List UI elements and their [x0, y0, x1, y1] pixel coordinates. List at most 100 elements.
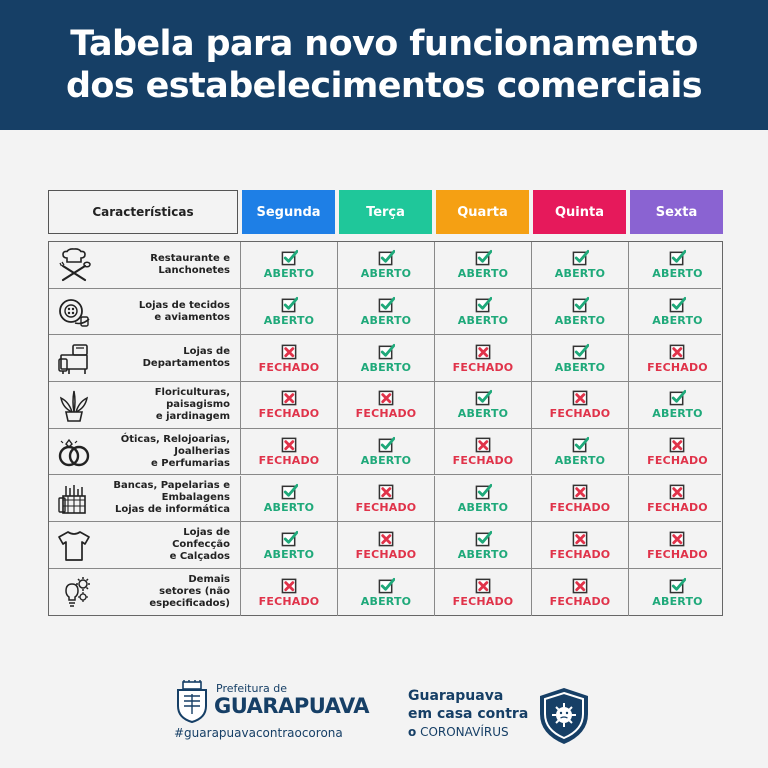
- status-cell: ABERTO: [338, 242, 435, 288]
- status-label: ABERTO: [554, 454, 606, 468]
- campaign-text-line-1: Guarapuava: [408, 688, 504, 704]
- characteristics-header: Características: [48, 190, 238, 234]
- status-cell: ABERTO: [241, 522, 338, 568]
- row-label: Bancas, Papelarias e Embalagens Lojas de…: [113, 480, 230, 516]
- status-label: FECHADO: [647, 500, 708, 514]
- status-cell: ABERTO: [338, 568, 435, 616]
- status-label: FECHADO: [258, 407, 320, 421]
- status-label: ABERTO: [554, 360, 606, 374]
- checkmark-icon: [475, 530, 492, 546]
- row-characteristic: Bancas, Papelarias e Embalagens Lojas de…: [49, 475, 241, 522]
- row-label: Lojas de Confecção e Calçados: [169, 527, 230, 563]
- status-cell: ABERTO: [241, 475, 338, 522]
- x-mark-icon: [572, 484, 587, 500]
- checkmark-icon: [378, 250, 395, 266]
- status-cell: FECHADO: [629, 522, 726, 568]
- status-cell: ABERTO: [241, 242, 338, 288]
- campaign-text-coronavirus: CORONAVÍRUS: [420, 725, 509, 739]
- status-cell: FECHADO: [532, 382, 629, 428]
- status-cell: ABERTO: [532, 242, 629, 288]
- checkmark-icon: [669, 390, 686, 406]
- status-cell: ABERTO: [532, 428, 629, 475]
- row-label: Restaurante e Lanchonetes: [150, 252, 230, 276]
- table-row: Demais setores (não especificados) FECHAD…: [49, 568, 721, 616]
- tshirt-icon: [58, 531, 90, 562]
- status-cell: FECHADO: [338, 382, 435, 428]
- status-label: ABERTO: [360, 267, 412, 281]
- x-mark-icon: [281, 578, 296, 594]
- checkmark-icon: [378, 343, 395, 360]
- checkmark-icon: [572, 250, 589, 266]
- status-cell: ABERTO: [532, 288, 629, 335]
- x-mark-icon: [281, 391, 296, 406]
- status-cell: FECHADO: [532, 522, 629, 568]
- status-label: ABERTO: [360, 594, 412, 608]
- status-label: FECHADO: [452, 360, 514, 374]
- row-characteristic: Lojas de Confecção e Calçados: [49, 522, 241, 568]
- status-cell: ABERTO: [435, 382, 532, 428]
- status-label: ABERTO: [263, 267, 315, 281]
- status-cell: ABERTO: [338, 428, 435, 475]
- status-cell: ABERTO: [338, 335, 435, 382]
- checkmark-icon: [475, 250, 492, 266]
- status-cell: FECHADO: [629, 335, 726, 381]
- table-row: Lojas de Departamentos FECHADO ABERTO FECHA…: [49, 335, 721, 383]
- checkmark-icon: [281, 483, 298, 500]
- status-label: ABERTO: [652, 594, 703, 608]
- status-label: ABERTO: [263, 500, 315, 514]
- status-label: ABERTO: [457, 500, 509, 514]
- status-cell: ABERTO: [241, 288, 338, 335]
- x-mark-icon: [281, 344, 296, 360]
- x-mark-icon: [475, 578, 490, 594]
- status-label: ABERTO: [457, 314, 509, 328]
- status-label: ABERTO: [554, 314, 606, 328]
- row-characteristic: Demais setores (não especificados): [49, 568, 241, 616]
- x-mark-icon: [378, 484, 393, 500]
- row-label: Floriculturas, paisagismo e jardinagem: [154, 386, 230, 422]
- row-label: Lojas de tecidos e aviamentos: [138, 299, 230, 323]
- status-cell: ABERTO: [629, 569, 726, 616]
- status-label: FECHADO: [549, 407, 611, 421]
- status-cell: FECHADO: [532, 475, 629, 522]
- day-header-segunda: Segunda: [242, 190, 335, 234]
- table-row: Óticas, Relojoarias, Joalherias e Perfum…: [49, 428, 721, 476]
- checkmark-icon: [281, 250, 298, 266]
- status-cell: ABERTO: [338, 288, 435, 335]
- row-characteristic: Lojas de tecidos e aviamentos: [49, 288, 241, 335]
- status-cell: FECHADO: [532, 568, 629, 616]
- status-label: FECHADO: [647, 454, 708, 468]
- department-store-icon: [58, 344, 88, 375]
- day-header-sexta: Sexta: [630, 190, 723, 234]
- campaign-text-line-3: o CORONAVÍRUS: [408, 725, 509, 739]
- x-mark-icon: [669, 344, 685, 360]
- checkmark-icon: [669, 296, 686, 313]
- rings-icon: [58, 438, 90, 466]
- status-label: ABERTO: [652, 314, 703, 328]
- status-label: FECHADO: [647, 360, 708, 374]
- status-label: ABERTO: [652, 407, 703, 421]
- status-label: FECHADO: [258, 454, 320, 468]
- status-label: ABERTO: [457, 267, 509, 281]
- status-cell: FECHADO: [629, 476, 726, 522]
- status-cell: FECHADO: [338, 475, 435, 522]
- status-label: FECHADO: [355, 500, 417, 514]
- checkmark-icon: [475, 483, 492, 500]
- status-cell: FECHADO: [241, 428, 338, 475]
- checkmark-icon: [572, 437, 589, 453]
- checkmark-icon: [572, 343, 589, 360]
- status-cell: ABERTO: [435, 522, 532, 568]
- status-cell: ABERTO: [435, 475, 532, 522]
- prefeitura-logo: Prefeitura de GUARAPUAVA #guarapuavacont…: [170, 678, 370, 748]
- status-label: FECHADO: [258, 594, 320, 608]
- table-row: Lojas de tecidos e aviamentos ABERTO ABERT…: [49, 288, 721, 336]
- x-mark-icon: [669, 437, 685, 453]
- stationery-icon: [58, 484, 86, 514]
- status-label: ABERTO: [360, 314, 412, 328]
- potted-plant-icon: [59, 390, 89, 422]
- chef-utensils-icon: [59, 248, 91, 282]
- status-label: ABERTO: [652, 267, 703, 281]
- day-header-quinta: Quinta: [533, 190, 626, 234]
- x-mark-icon: [378, 391, 393, 406]
- header-banner: Tabela para novo funcionamento dos estab…: [0, 0, 768, 130]
- status-cell: FECHADO: [241, 335, 338, 382]
